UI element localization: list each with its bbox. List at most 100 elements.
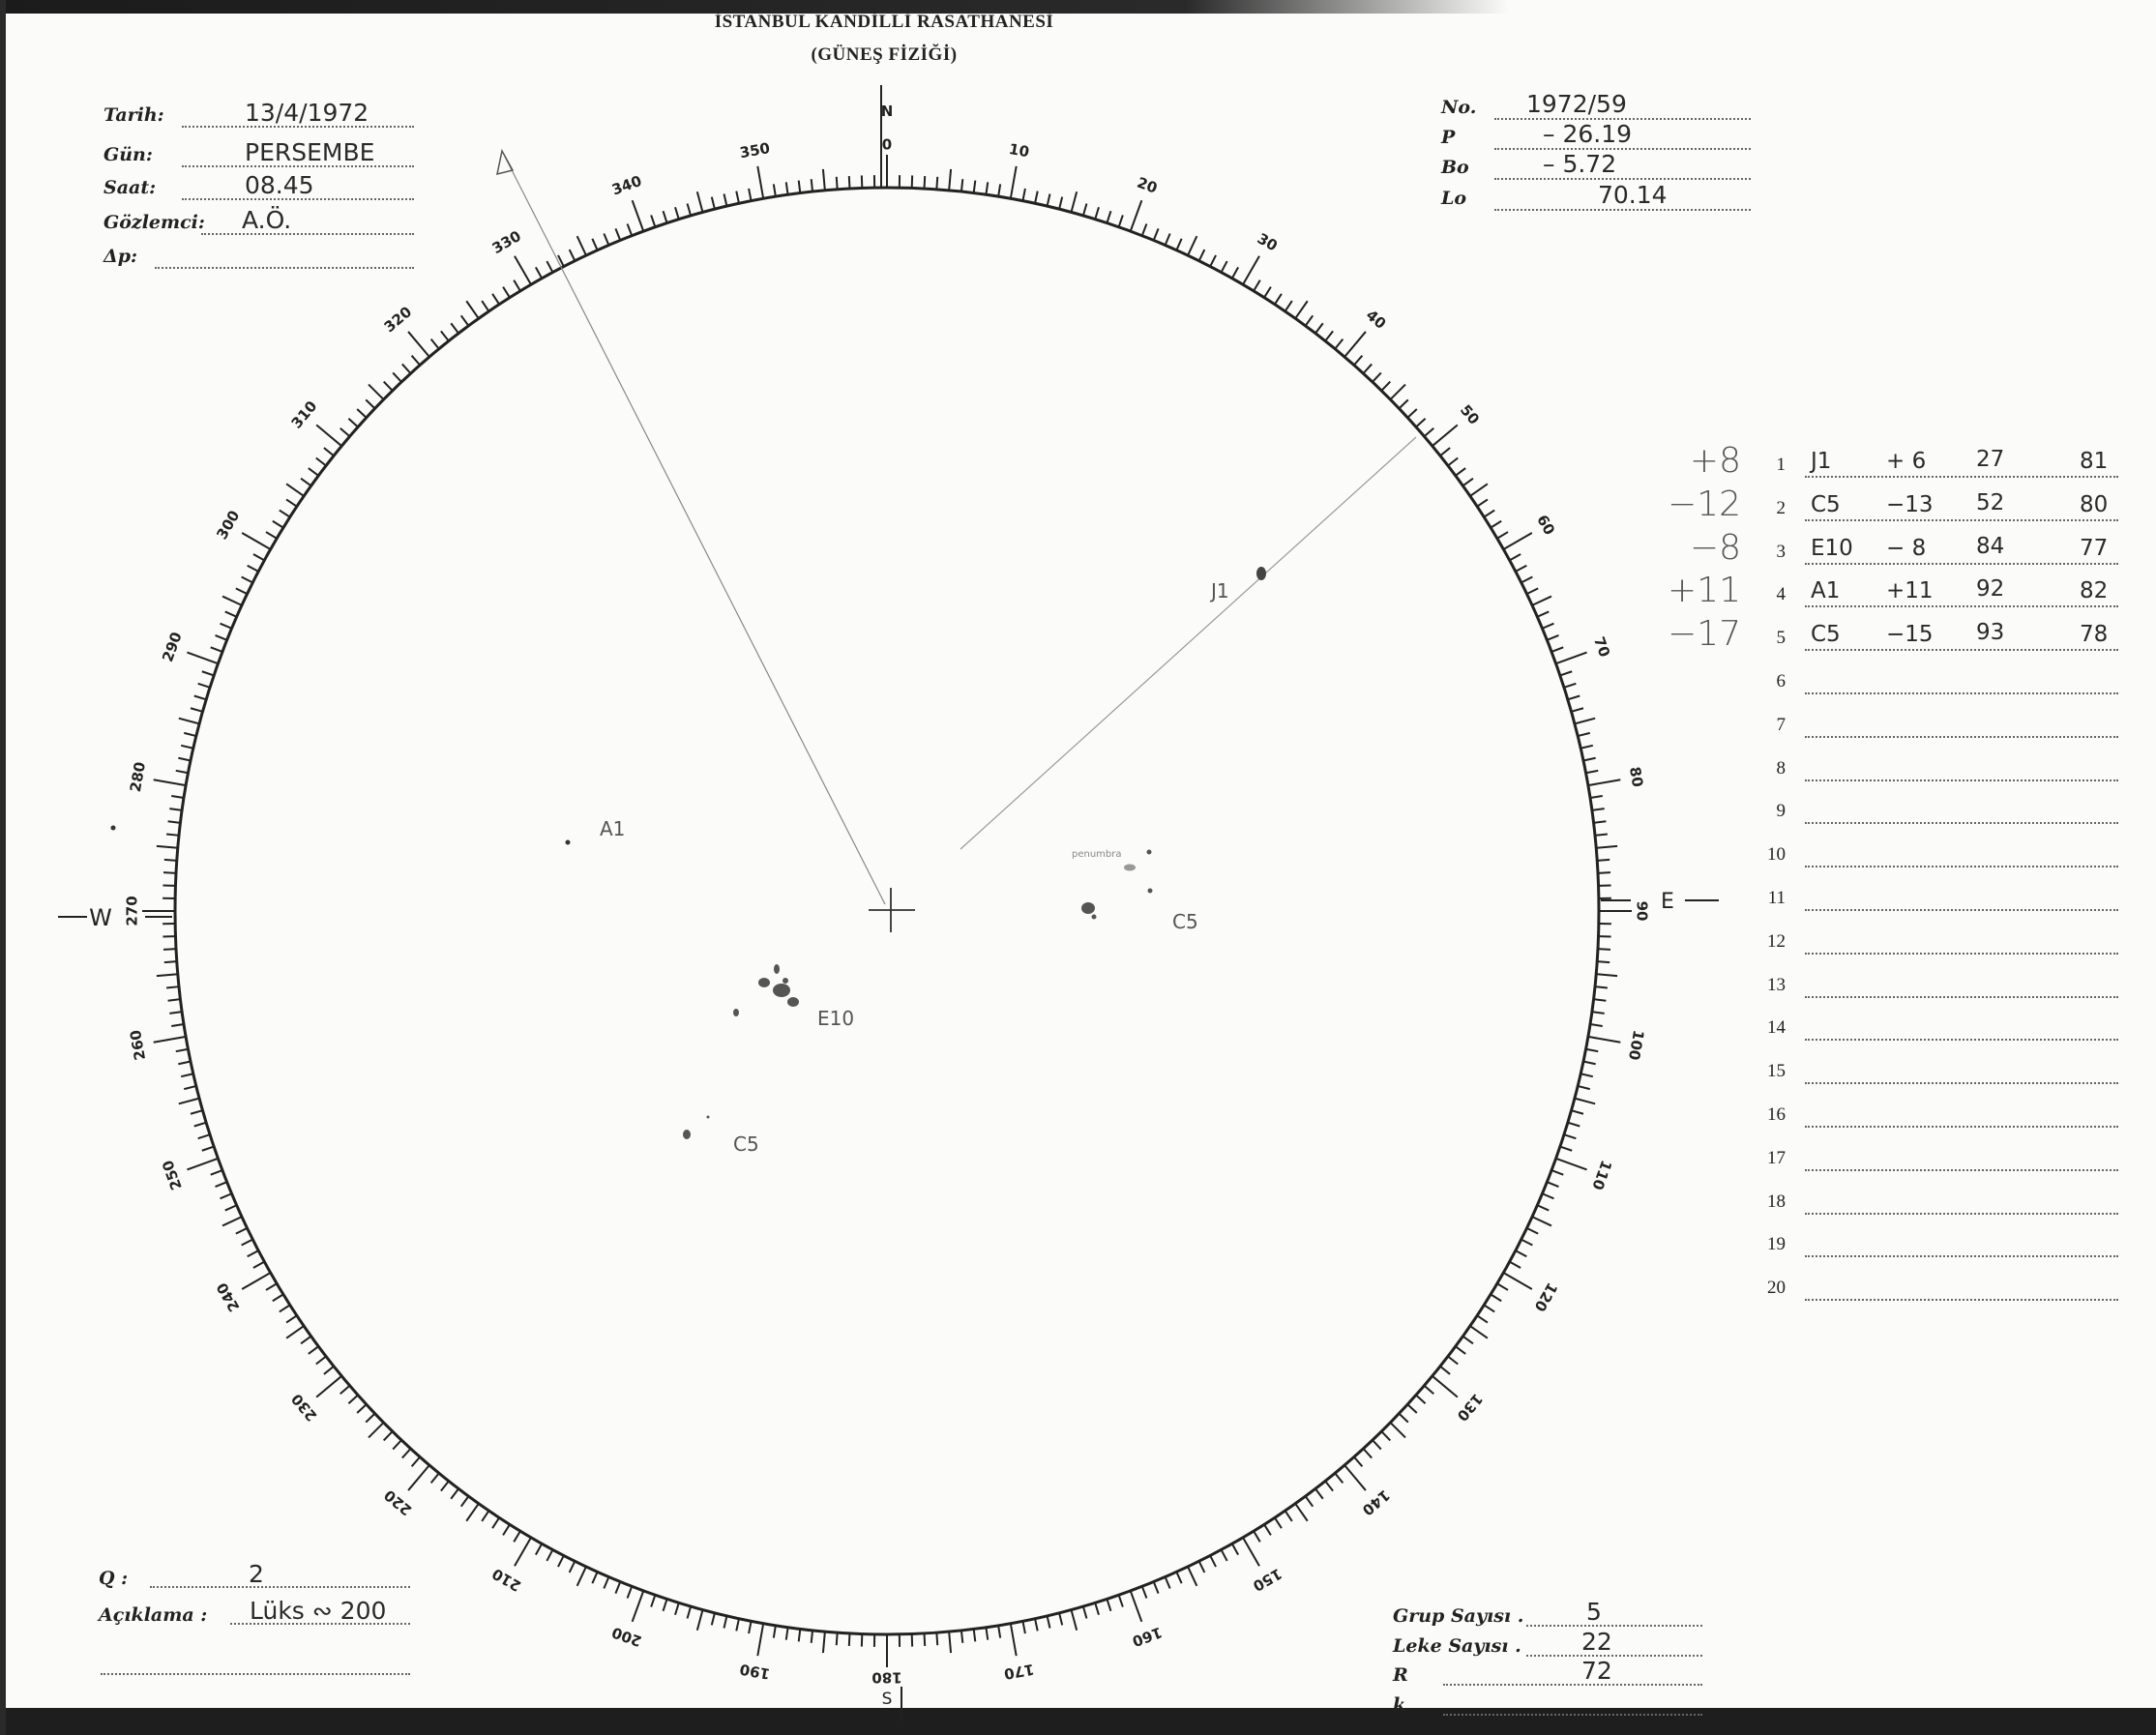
degree-tick: [1372, 371, 1382, 383]
degree-tick: [772, 184, 777, 197]
degree-tick: [241, 532, 272, 550]
degree-tick: [1559, 1145, 1573, 1152]
field-line: [182, 126, 414, 128]
degree-tick: [222, 1216, 243, 1227]
degree-tick: [997, 184, 1002, 197]
degree-tick: [1380, 380, 1392, 392]
group-row-line: [1805, 822, 2118, 825]
degree-tick: [797, 1629, 802, 1642]
degree-tick: [1164, 233, 1171, 246]
degree-tick: [1574, 717, 1596, 725]
degree-label: 120: [1531, 1279, 1561, 1314]
group-row-number: 7: [1776, 714, 1787, 735]
group-row-line: [1805, 1126, 2118, 1128]
degree-tick: [265, 1282, 278, 1291]
degree-tick: [1152, 228, 1160, 241]
degree-tick: [695, 1609, 704, 1632]
degree-tick: [662, 1599, 668, 1612]
degree-tick: [187, 651, 219, 665]
field-line: [1443, 1684, 1702, 1686]
degree-tick: [662, 210, 668, 223]
field-value-gn: PERSEMBE: [245, 138, 375, 166]
degree-tick: [224, 1204, 238, 1212]
degree-tick: [315, 1355, 327, 1366]
group-row-line: [1805, 779, 2118, 781]
cardinal-degree-label: 180: [871, 1669, 901, 1687]
degree-tick: [201, 670, 215, 677]
footer-label: Açıklama :: [99, 1604, 208, 1626]
degree-label: 130: [1454, 1390, 1487, 1425]
reference-line: [960, 436, 1417, 850]
degree-tick: [1447, 1355, 1459, 1366]
degree-tick: [1476, 498, 1489, 508]
degree-tick: [1577, 1084, 1590, 1091]
degree-label: 100: [1625, 1029, 1647, 1062]
group-row-number: 10: [1767, 844, 1786, 866]
degree-tick: [1547, 1181, 1559, 1189]
degree-tick: [491, 1516, 500, 1529]
ephemeris-value: – 5.72: [1543, 150, 1617, 178]
degree-tick: [1081, 203, 1088, 217]
sunspot-label: C5: [733, 1132, 759, 1156]
group-value-a: 52: [1976, 489, 2005, 515]
degree-tick: [279, 509, 291, 518]
degree-label: 30: [1255, 229, 1281, 254]
degree-tick: [220, 1192, 232, 1200]
sunspot-group-c5-east: C5 penumbra: [1072, 849, 1198, 933]
group-row-number: 17: [1767, 1147, 1786, 1168]
degree-tick: [368, 383, 385, 400]
degree-tick: [1432, 1375, 1459, 1398]
group-type: E10: [1811, 535, 1853, 561]
degree-tick: [1372, 1439, 1382, 1451]
degree-tick: [279, 1304, 291, 1313]
degree-tick: [1509, 553, 1521, 562]
degree-tick: [1502, 1272, 1533, 1290]
degree-tick: [1462, 477, 1474, 487]
group-row-line: [1805, 692, 2118, 694]
degree-label: 230: [288, 1390, 321, 1425]
degree-tick: [1220, 260, 1228, 274]
group-row-line: [1805, 735, 2118, 738]
degree-tick: [1140, 1585, 1148, 1599]
degree-tick: [222, 595, 243, 606]
degree-tick: [465, 300, 480, 319]
degree-tick: [1542, 1192, 1554, 1200]
degree-label: 200: [609, 1624, 644, 1651]
degree-tick: [972, 1629, 977, 1642]
degree-tick: [1582, 756, 1596, 762]
degree-tick: [201, 1145, 215, 1152]
degree-label: 350: [738, 139, 771, 162]
degree-tick: [1263, 1523, 1272, 1536]
degree-tick: [1187, 235, 1198, 256]
degree-tick: [1476, 1314, 1489, 1324]
degree-tick: [1555, 1157, 1587, 1171]
degree-tick: [247, 1250, 259, 1258]
group-correction: −12: [1668, 484, 1741, 524]
rotation-axis-line: [504, 156, 886, 905]
degree-tick: [440, 330, 450, 342]
degree-tick: [1081, 1605, 1088, 1619]
degree-tick: [797, 180, 802, 193]
group-row-number: 14: [1767, 1017, 1786, 1039]
group-row-number: 8: [1776, 757, 1787, 779]
degree-tick: [1314, 322, 1324, 335]
degree-tick: [1423, 1384, 1434, 1396]
group-value-b: 78: [2080, 622, 2109, 648]
degree-tick: [165, 833, 180, 837]
degree-tick: [1591, 808, 1605, 811]
degree-tick: [190, 1109, 203, 1115]
degree-tick: [197, 682, 211, 689]
degree-tick: [1362, 363, 1373, 374]
degree-tick: [1398, 398, 1409, 410]
degree-tick: [392, 371, 402, 383]
degree-tick: [710, 196, 716, 210]
degree-tick: [1209, 1555, 1217, 1568]
degree-tick: [1567, 694, 1580, 701]
degree-tick: [153, 1035, 187, 1044]
degree-tick: [614, 1581, 622, 1594]
group-row-line: [1805, 1299, 2118, 1302]
degree-tick: [252, 1260, 265, 1269]
degree-tick: [1521, 1238, 1533, 1247]
degree-tick: [1058, 196, 1064, 210]
degree-tick: [1129, 199, 1143, 232]
